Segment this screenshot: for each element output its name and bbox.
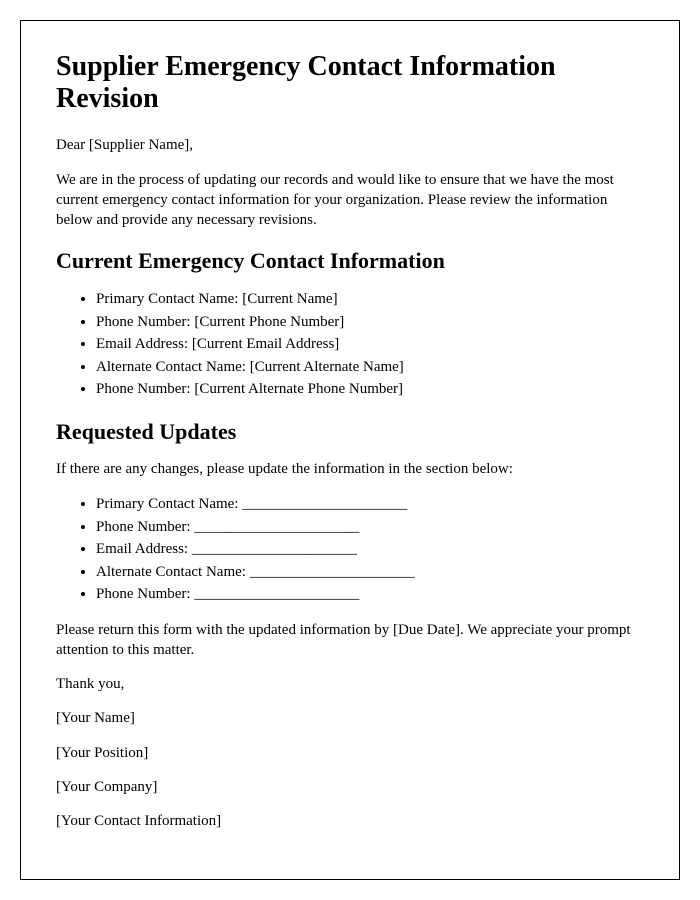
list-item: Email Address: ______________________ [96,538,644,561]
intro-paragraph: We are in the process of updating our re… [56,170,644,231]
list-item: Phone Number: ______________________ [96,583,644,606]
list-item: Alternate Contact Name: ________________… [96,561,644,584]
document-container: Supplier Emergency Contact Information R… [20,20,680,880]
closing-paragraph: Please return this form with the updated… [56,620,644,661]
salutation: Dear [Supplier Name], [56,135,644,155]
list-item: Phone Number: [Current Phone Number] [96,311,644,334]
list-item: Phone Number: ______________________ [96,516,644,539]
list-item: Alternate Contact Name: [Current Alterna… [96,356,644,379]
signature-block: [Your Name] [Your Position] [Your Compan… [56,708,644,831]
thank-you: Thank you, [56,674,644,694]
updates-intro: If there are any changes, please update … [56,459,644,479]
signature-position: [Your Position] [56,743,644,763]
page-title: Supplier Emergency Contact Information R… [56,51,644,115]
list-item: Primary Contact Name: [Current Name] [96,288,644,311]
updates-heading: Requested Updates [56,419,644,445]
current-info-list: Primary Contact Name: [Current Name] Pho… [96,288,644,401]
list-item: Email Address: [Current Email Address] [96,333,644,356]
signature-name: [Your Name] [56,708,644,728]
signature-company: [Your Company] [56,777,644,797]
list-item: Primary Contact Name: __________________… [96,493,644,516]
current-info-heading: Current Emergency Contact Information [56,248,644,274]
signature-contact: [Your Contact Information] [56,811,644,831]
updates-list: Primary Contact Name: __________________… [96,493,644,606]
list-item: Phone Number: [Current Alternate Phone N… [96,378,644,401]
